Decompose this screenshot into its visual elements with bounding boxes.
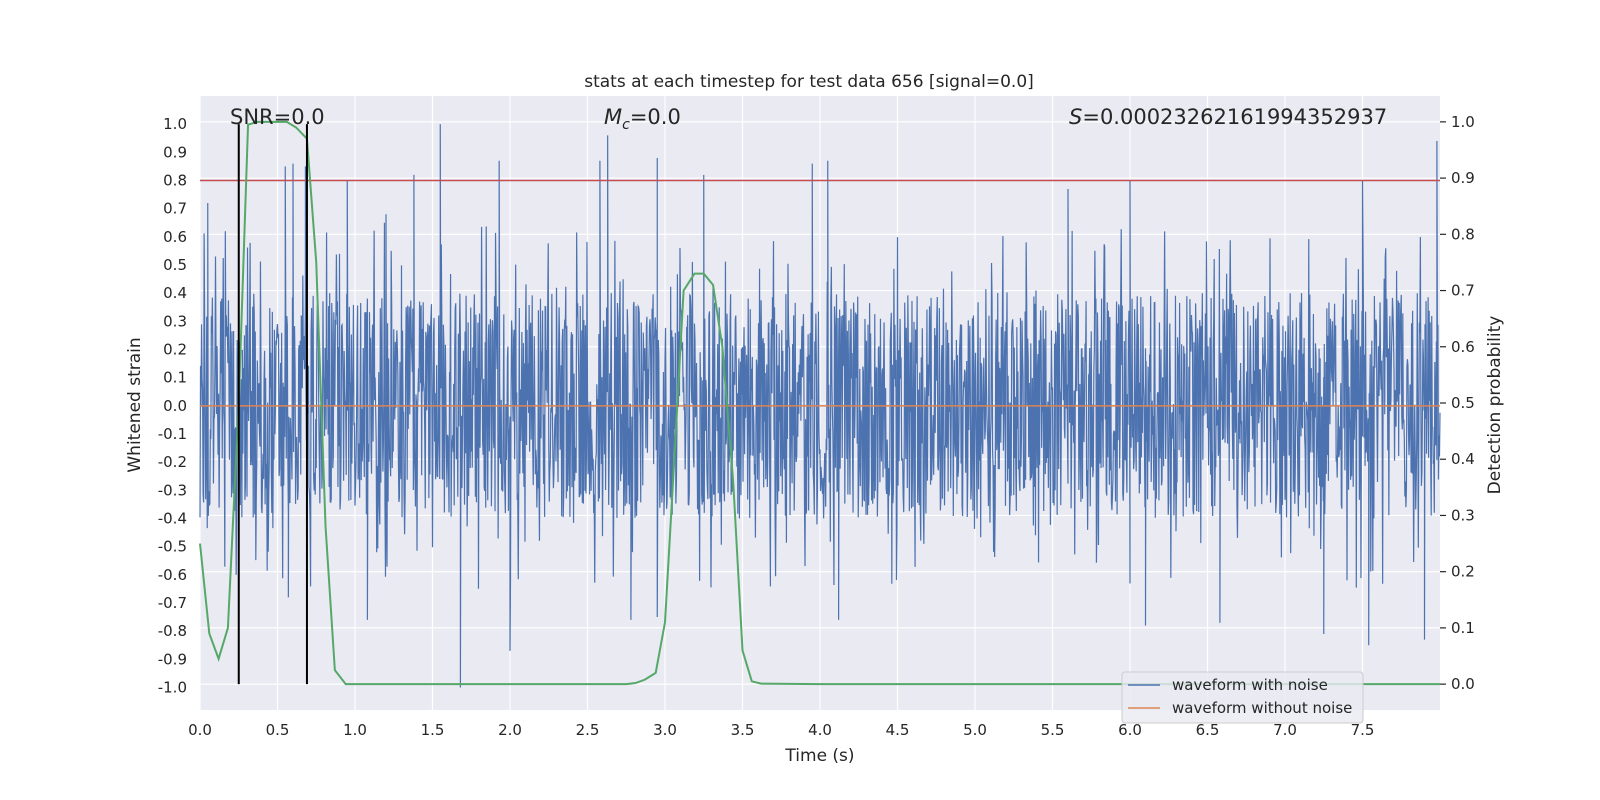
y-right-axis-ticks: 1.0 0.9 0.8 0.7 0.6 0.5 0.4 0.3 0.2 0.1 0.0 [1440, 113, 1475, 693]
y-left-tick-label: 0.9 [163, 143, 187, 161]
detection-probability-line [199, 120, 1440, 686]
y-right-tick-label: 0.6 [1451, 338, 1475, 356]
x-tick-label: 6.5 [1196, 721, 1220, 739]
y-right-tick-label: 0.8 [1451, 225, 1475, 243]
legend-label-waveform-with-noise: waveform with noise [1172, 676, 1328, 694]
y-right-tick-label: 0.1 [1451, 619, 1475, 637]
y-left-axis-label: Whitened strain [125, 337, 145, 472]
y-right-tick-label: 1.0 [1451, 113, 1475, 131]
y-left-tick-label: -0.1 [158, 425, 187, 443]
y-left-tick-label: -0.7 [158, 594, 187, 612]
chirp-mass-annotation: Mc=0.0 [604, 105, 681, 133]
y-left-tick-label: 0.2 [163, 340, 187, 358]
x-tick-label: 2.5 [576, 721, 600, 739]
y-right-axis-label: Detection probability [1485, 316, 1505, 495]
x-tick-label: 7.5 [1351, 721, 1375, 739]
y-left-tick-label: 1.0 [163, 115, 187, 133]
signal-boundary-lines [237, 124, 308, 685]
x-tick-label: 3.5 [731, 721, 755, 739]
y-left-tick-label: -0.8 [158, 622, 187, 640]
y-right-tick-label: 0.3 [1451, 506, 1475, 524]
series-waveform-with-noise [199, 124, 1441, 688]
waveform-with-noise-line [199, 124, 1441, 688]
y-left-tick-label: 0.1 [163, 369, 187, 387]
legend-box [1121, 671, 1364, 724]
legend: waveform with noise waveform without noi… [1121, 671, 1364, 724]
y-right-tick-label: 0.2 [1451, 563, 1475, 581]
y-left-tick-label: 0.7 [163, 200, 187, 218]
y-left-tick-label: -0.3 [158, 481, 187, 499]
y-left-tick-label: -1.0 [158, 678, 187, 696]
x-tick-label: 1.0 [343, 721, 367, 739]
x-tick-label: 6.0 [1118, 721, 1142, 739]
y-left-axis-ticks: 1.0 0.9 0.8 0.7 0.6 0.5 0.4 0.3 0.2 0.1 0.0 -0.1 -0.… [158, 115, 187, 696]
score-annotation: S=0.00023262161994352937 [1069, 105, 1387, 129]
y-left-tick-label: 0.8 [163, 171, 187, 189]
x-tick-label: 1.5 [421, 721, 445, 739]
x-tick-label: 4.0 [808, 721, 832, 739]
y-left-tick-label: -0.9 [158, 650, 187, 668]
legend-label-waveform-without-noise: waveform without noise [1172, 699, 1352, 717]
y-left-tick-label: -0.5 [158, 538, 187, 556]
snr-annotation: SNR=0.0 [230, 105, 325, 129]
x-tick-label: 7.0 [1273, 721, 1297, 739]
y-right-tick-label: 0.5 [1451, 394, 1475, 412]
series-detection-probability [199, 120, 1440, 686]
x-tick-label: 5.5 [1041, 721, 1065, 739]
chart-title: stats at each timestep for test data 656… [584, 72, 1034, 92]
x-axis-label: Time (s) [784, 746, 854, 766]
x-tick-label: 0.0 [188, 721, 212, 739]
y-right-tick-label: 0.4 [1451, 450, 1475, 468]
y-right-tick-label: 0.7 [1451, 282, 1475, 300]
x-tick-label: 2.0 [498, 721, 522, 739]
y-left-tick-label: -0.2 [158, 453, 187, 471]
y-left-tick-label: 0.6 [163, 228, 187, 246]
y-left-tick-label: -0.6 [158, 566, 187, 584]
x-tick-label: 0.5 [266, 721, 290, 739]
y-left-tick-label: 0.4 [163, 284, 187, 302]
y-left-tick-label: 0.3 [163, 312, 187, 330]
x-tick-label: 3.0 [653, 721, 677, 739]
y-left-tick-label: -0.4 [158, 509, 187, 527]
y-right-tick-label: 0.9 [1451, 169, 1475, 187]
y-right-tick-label: 0.0 [1451, 675, 1475, 693]
x-tick-label: 5.0 [963, 721, 987, 739]
x-axis-ticks: 0.0 0.5 1.0 1.5 2.0 2.5 3.0 3.5 4.0 4.5 5.0 5.5 6.0 6… [188, 721, 1374, 739]
y-left-tick-label: 0.5 [163, 256, 187, 274]
y-left-tick-label: 0.0 [163, 397, 187, 415]
x-tick-label: 4.5 [886, 721, 910, 739]
